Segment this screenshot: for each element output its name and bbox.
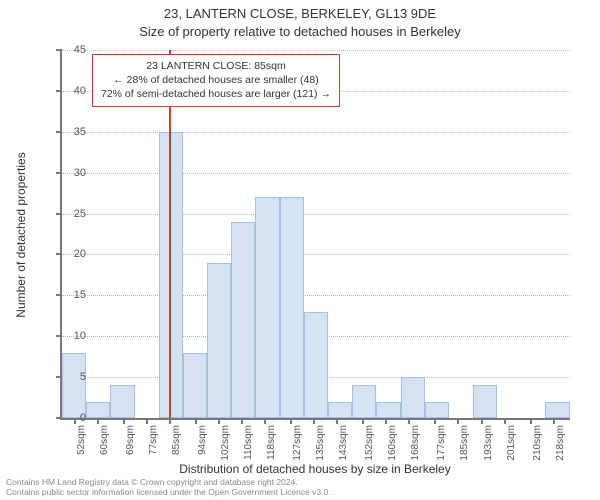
xtick-mark bbox=[218, 418, 220, 424]
histogram-bar bbox=[401, 377, 425, 418]
xtick-mark bbox=[530, 418, 532, 424]
xtick-mark bbox=[123, 418, 125, 424]
ytick-label: 15 bbox=[56, 290, 86, 300]
xtick-mark bbox=[195, 418, 197, 424]
legend-line3: 72% of semi-detached houses are larger (… bbox=[101, 87, 331, 101]
xtick-mark bbox=[313, 418, 315, 424]
gridline bbox=[62, 214, 570, 215]
gridline bbox=[62, 132, 570, 133]
gridline bbox=[62, 295, 570, 296]
legend-line1: 23 LANTERN CLOSE: 85sqm bbox=[101, 59, 331, 73]
y-axis-label-wrap: Number of detached properties bbox=[14, 50, 28, 420]
xtick-mark bbox=[290, 418, 292, 424]
gridline bbox=[62, 254, 570, 255]
ytick-label: 45 bbox=[56, 45, 86, 55]
y-axis-label: Number of detached properties bbox=[14, 152, 28, 317]
attribution-footer: Contains HM Land Registry data © Crown c… bbox=[6, 478, 594, 498]
xtick-mark bbox=[434, 418, 436, 424]
histogram-bar bbox=[425, 402, 449, 418]
histogram-bar bbox=[255, 197, 279, 418]
xtick-mark bbox=[264, 418, 266, 424]
x-axis-label: Distribution of detached houses by size … bbox=[60, 462, 570, 476]
xtick-mark bbox=[362, 418, 364, 424]
histogram-bar bbox=[328, 402, 352, 418]
ytick-label: 0 bbox=[56, 413, 86, 423]
histogram-plot: 52sqm60sqm69sqm77sqm85sqm94sqm102sqm110s… bbox=[60, 50, 570, 420]
histogram-bar bbox=[352, 385, 376, 418]
xtick-mark bbox=[481, 418, 483, 424]
histogram-bar bbox=[62, 353, 86, 418]
ytick-label: 40 bbox=[56, 86, 86, 96]
ytick-label: 30 bbox=[56, 168, 86, 178]
xtick-mark bbox=[241, 418, 243, 424]
xtick-mark bbox=[336, 418, 338, 424]
histogram-bar bbox=[183, 353, 207, 418]
xtick-mark bbox=[146, 418, 148, 424]
xtick-mark bbox=[97, 418, 99, 424]
ytick-label: 35 bbox=[56, 127, 86, 137]
histogram-bar bbox=[280, 197, 304, 418]
xtick-mark bbox=[169, 418, 171, 424]
xtick-mark bbox=[457, 418, 459, 424]
ytick-label: 5 bbox=[56, 372, 86, 382]
histogram-bar bbox=[304, 312, 328, 418]
ytick-label: 20 bbox=[56, 249, 86, 259]
ytick-label: 10 bbox=[56, 331, 86, 341]
histogram-bar bbox=[545, 402, 569, 418]
histogram-bar bbox=[110, 385, 134, 418]
histogram-bar bbox=[473, 385, 497, 418]
histogram-bar bbox=[159, 132, 183, 418]
histogram-bar bbox=[86, 402, 110, 418]
xtick-mark bbox=[504, 418, 506, 424]
footer-line2: Contains public sector information licen… bbox=[6, 488, 594, 498]
legend-line2: ← 28% of detached houses are smaller (48… bbox=[101, 73, 331, 87]
legend-box: 23 LANTERN CLOSE: 85sqm← 28% of detached… bbox=[92, 54, 340, 107]
histogram-bar bbox=[231, 222, 255, 418]
xtick-mark bbox=[385, 418, 387, 424]
page-title-address: 23, LANTERN CLOSE, BERKELEY, GL13 9DE bbox=[0, 6, 600, 21]
histogram-bar bbox=[376, 402, 400, 418]
gridline bbox=[62, 50, 570, 51]
page-title-subtitle: Size of property relative to detached ho… bbox=[0, 24, 600, 39]
histogram-bar bbox=[207, 263, 231, 418]
ytick-label: 25 bbox=[56, 209, 86, 219]
gridline bbox=[62, 173, 570, 174]
xtick-mark bbox=[408, 418, 410, 424]
xtick-mark bbox=[553, 418, 555, 424]
